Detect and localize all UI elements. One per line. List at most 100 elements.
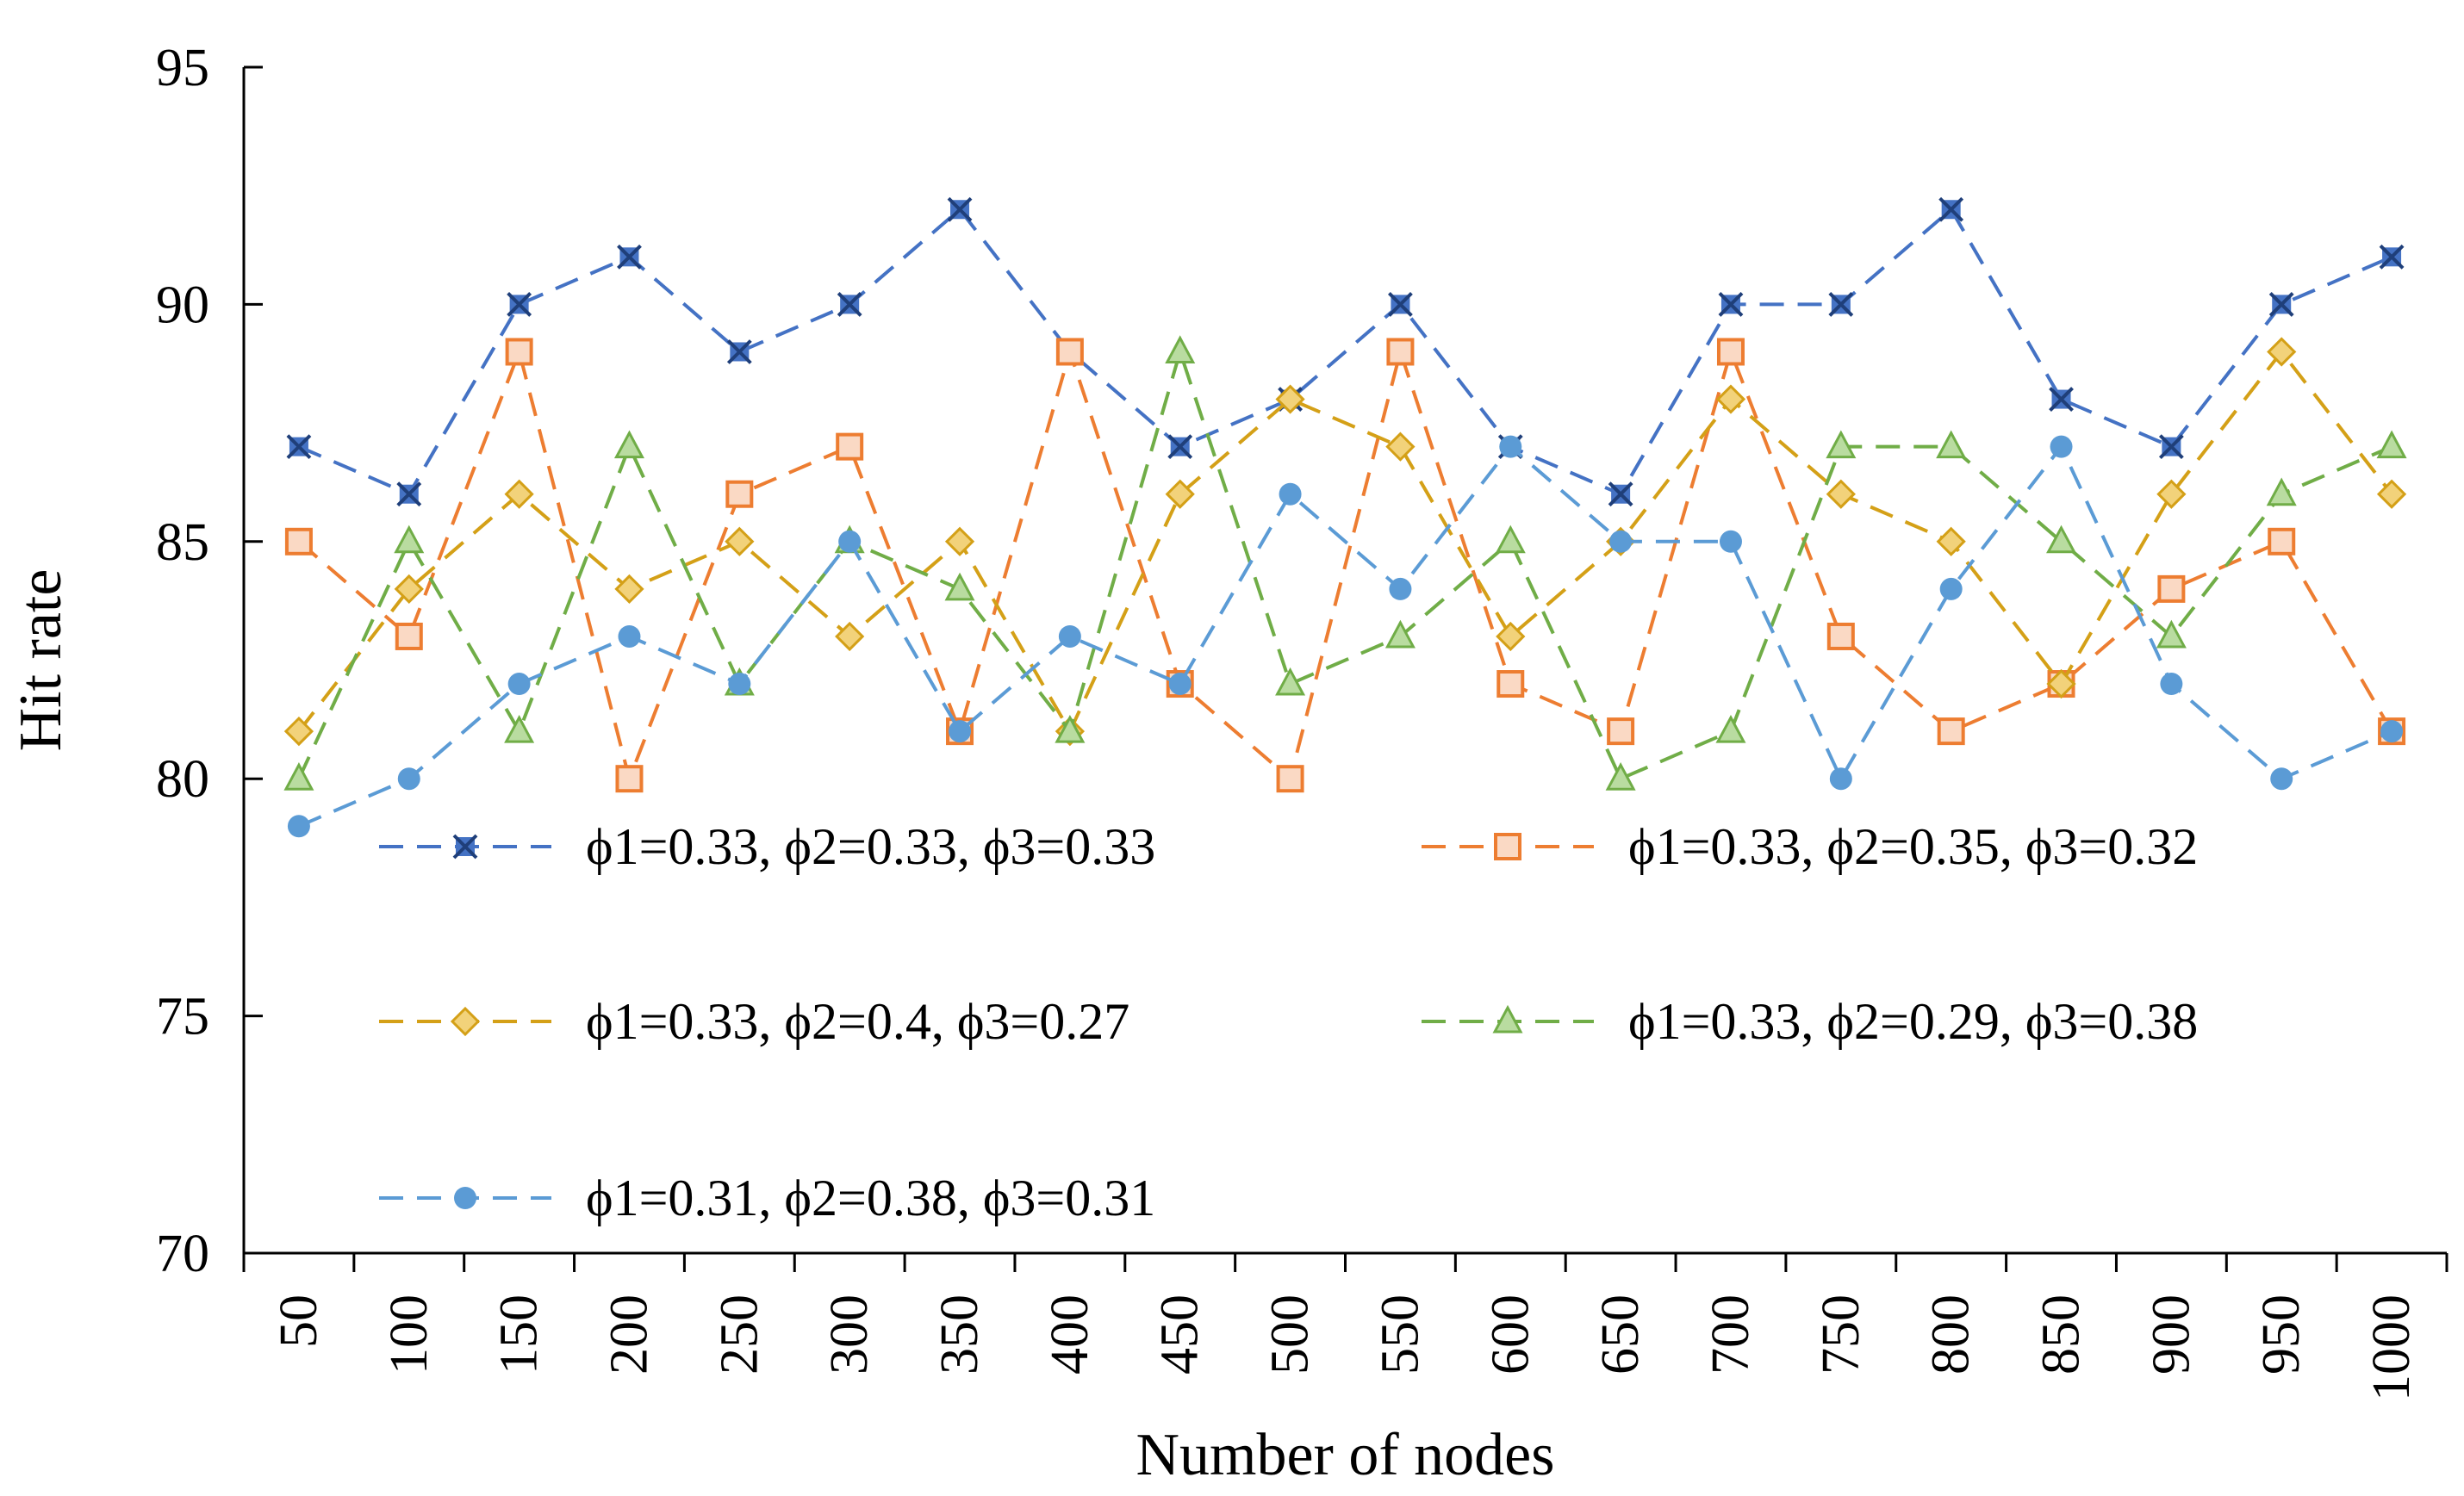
data-point: [2046, 525, 2077, 554]
data-point-cross: [286, 434, 312, 460]
data-point: [284, 527, 313, 556]
data-point: [1826, 479, 1856, 509]
data-point: [1058, 624, 1081, 648]
x-tick-label: 650: [1591, 1294, 1650, 1375]
data-point: [1386, 338, 1415, 366]
y-tick-label: 90: [156, 276, 209, 334]
data-point: [725, 526, 755, 556]
data-point-cross: [1167, 434, 1193, 460]
data-point-cross: [947, 196, 973, 222]
legend-marker: [1492, 1004, 1523, 1034]
x-tick-label: 550: [1371, 1294, 1429, 1375]
x-tick-label: 300: [820, 1294, 879, 1375]
data-point: [1715, 384, 1746, 414]
data-point: [838, 530, 862, 553]
data-point: [1275, 384, 1305, 414]
data-point: [836, 432, 864, 461]
data-point: [394, 525, 425, 554]
y-tick-label: 85: [156, 513, 209, 572]
data-point: [1609, 530, 1633, 553]
data-point-cross: [1828, 291, 1854, 317]
x-tick-label: 250: [710, 1294, 768, 1375]
legend-item-1: ϕ1=0.33, ϕ2=0.33, ϕ3=0.33: [379, 818, 1155, 875]
data-point: [1496, 670, 1525, 698]
legend-marker: [1494, 833, 1521, 860]
series-line: [298, 207, 2392, 497]
series-line: [298, 443, 2392, 829]
legend-label: ϕ1=0.33, ϕ2=0.35, ϕ3=0.32: [1628, 818, 2198, 875]
data-point: [1716, 338, 1745, 366]
data-point: [1826, 430, 1857, 459]
x-tick-label: 600: [1481, 1294, 1540, 1375]
x-tick-label: 850: [2032, 1294, 2091, 1375]
data-point-cross: [1608, 481, 1633, 507]
legend-item-4: ϕ1=0.33, ϕ2=0.29, ϕ3=0.38: [1422, 993, 2198, 1050]
data-point: [1276, 765, 1304, 793]
data-point: [2050, 435, 2073, 458]
series-group: [283, 196, 2407, 838]
x-tick-label: 450: [1151, 1294, 1210, 1375]
data-point-cross: [1718, 291, 1744, 317]
series-line: [297, 345, 2393, 785]
data-point: [1275, 667, 1306, 696]
data-point: [1055, 714, 1086, 743]
data-point-cross: [2379, 244, 2405, 270]
data-point: [2156, 619, 2187, 649]
data-point: [397, 767, 420, 791]
series-1: [286, 196, 2405, 507]
data-point: [1495, 525, 1526, 554]
data-point-cross: [2158, 434, 2184, 460]
data-point: [2267, 337, 2297, 367]
x-tick-label: 200: [600, 1294, 658, 1375]
y-axis-title: Hit rate: [8, 569, 74, 752]
data-point: [1389, 577, 1412, 600]
data-point: [1829, 767, 1852, 791]
data-point: [2266, 477, 2297, 506]
data-point-cross: [837, 291, 862, 317]
legend-item-2: ϕ1=0.33, ϕ2=0.35, ϕ3=0.32: [1422, 818, 2198, 875]
data-point: [1826, 622, 1855, 650]
series-2: [284, 338, 2406, 793]
legend-label: ϕ1=0.31, ϕ2=0.38, ϕ3=0.31: [586, 1170, 1155, 1226]
y-tick-label: 70: [156, 1225, 209, 1283]
series-line: [297, 345, 2392, 781]
x-tick-label: 350: [930, 1294, 989, 1375]
x-tick-label: 500: [1261, 1294, 1320, 1375]
data-point: [1385, 431, 1416, 462]
data-point-cross: [507, 291, 532, 317]
data-point: [613, 430, 644, 459]
y-tick-label: 95: [156, 39, 209, 97]
data-point: [949, 720, 972, 743]
data-point: [2270, 767, 2293, 791]
legend-item-5: ϕ1=0.31, ϕ2=0.38, ϕ3=0.31: [379, 1170, 1155, 1226]
series-5: [287, 435, 2404, 838]
data-point: [615, 765, 644, 793]
data-point-cross: [1938, 196, 1964, 222]
data-point: [2376, 479, 2407, 509]
data-point: [395, 622, 423, 650]
legend-item-3: ϕ1=0.33, ϕ2=0.4, ϕ3=0.27: [379, 993, 1129, 1050]
data-point: [507, 673, 531, 696]
data-point: [1055, 338, 1084, 366]
data-point: [1936, 430, 1967, 459]
x-tick-label: 950: [2252, 1294, 2311, 1375]
data-point: [283, 716, 314, 747]
y-tick-label: 75: [156, 988, 209, 1046]
data-point: [1165, 479, 1195, 509]
data-point: [505, 338, 533, 366]
data-point: [725, 480, 754, 508]
data-point: [2157, 574, 2186, 603]
data-point-cross: [726, 339, 752, 364]
x-tick-label: 700: [1702, 1294, 1760, 1375]
legend-marker: [450, 1006, 481, 1037]
data-point: [1937, 717, 1965, 746]
x-tick-label: 100: [380, 1294, 439, 1375]
data-point-cross: [1388, 291, 1413, 317]
x-tick-label: 150: [490, 1294, 549, 1375]
data-point: [394, 574, 424, 605]
data-point-cross: [396, 481, 422, 507]
data-point: [2046, 668, 2076, 699]
data-point: [1499, 435, 1522, 458]
y-tick-label: 80: [156, 750, 209, 809]
